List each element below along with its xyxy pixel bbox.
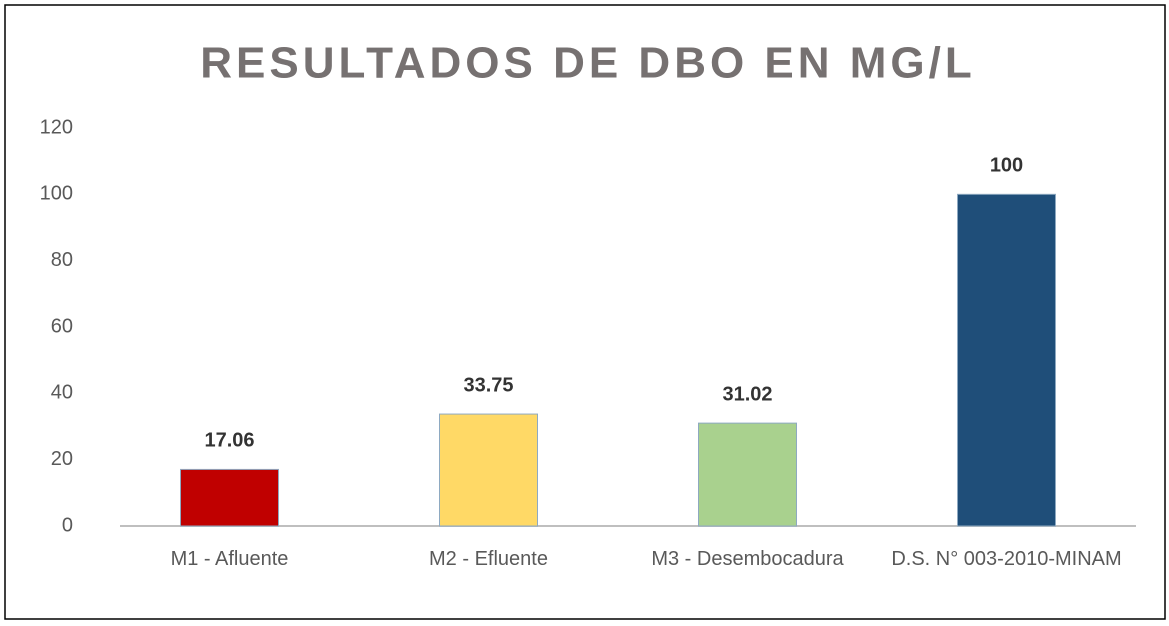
y-tick-label: 120 (40, 116, 73, 138)
x-tick-label: M1 - Afluente (170, 548, 289, 570)
y-tick-label: 80 (51, 249, 73, 271)
y-tick-label: 40 (51, 382, 73, 404)
y-tick-label: 60 (51, 315, 73, 337)
data-label: 33.75 (463, 374, 513, 396)
y-tick-label: 0 (62, 514, 73, 536)
chart-title: RESULTADOS DE DBO EN MG/L (200, 39, 976, 88)
y-tick-label: 20 (51, 448, 73, 470)
bar (439, 413, 538, 527)
bar (957, 193, 1056, 527)
x-tick-label: M2 - Efluente (429, 548, 548, 570)
bar (180, 468, 279, 527)
data-label: 100 (990, 155, 1023, 177)
x-tick-label: D.S. N° 003-2010-MINAM (891, 548, 1122, 570)
y-tick-label: 100 (40, 183, 73, 205)
data-label: 31.02 (722, 383, 772, 405)
data-label: 17.06 (204, 430, 254, 452)
x-tick-label: M3 - Desembocadura (651, 548, 844, 570)
bar (698, 422, 797, 527)
